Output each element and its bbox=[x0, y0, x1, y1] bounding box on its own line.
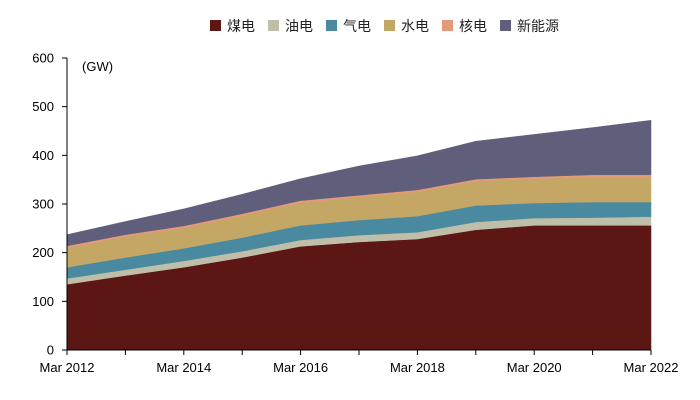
y-tick-label: 500 bbox=[32, 99, 54, 114]
legend-swatch bbox=[210, 20, 221, 31]
legend-swatch bbox=[268, 20, 279, 31]
legend-label: 煤电 bbox=[227, 19, 255, 35]
x-tick-label: Mar 2022 bbox=[624, 360, 679, 375]
legend-item-3: 水电 bbox=[384, 19, 429, 35]
legend-item-1: 油电 bbox=[268, 19, 313, 35]
legend-item-0: 煤电 bbox=[210, 19, 255, 35]
legend-label: 气电 bbox=[343, 19, 371, 35]
x-tick-label: Mar 2020 bbox=[507, 360, 562, 375]
y-tick-label: 400 bbox=[32, 148, 54, 163]
legend-label: 油电 bbox=[285, 19, 313, 35]
x-tick-label: Mar 2016 bbox=[273, 360, 328, 375]
x-tick-label: Mar 2018 bbox=[390, 360, 445, 375]
legend-swatch bbox=[384, 20, 395, 31]
y-tick-label: 200 bbox=[32, 245, 54, 260]
legend-item-5: 新能源 bbox=[500, 19, 559, 35]
y-tick-label: 300 bbox=[32, 197, 54, 212]
series-areas bbox=[66, 120, 652, 351]
legend-label: 新能源 bbox=[517, 19, 559, 35]
y-tick-label: 100 bbox=[32, 294, 54, 309]
legend-swatch bbox=[442, 20, 453, 31]
legend-item-2: 气电 bbox=[326, 19, 371, 35]
legend-label: 水电 bbox=[401, 19, 429, 35]
y-tick-label: 0 bbox=[47, 343, 54, 358]
y-tick-label: 600 bbox=[32, 51, 54, 66]
y-unit-label: (GW) bbox=[82, 59, 113, 74]
chart-legend: 煤电 油电 气电 水电 核电 新能源 bbox=[210, 19, 559, 35]
legend-label: 核电 bbox=[459, 19, 487, 35]
chart-axes: 0 100 200 300 400 500 600 Mar 2012 Mar 2014 Mar 2… bbox=[32, 51, 678, 376]
x-tick-label: Mar 2014 bbox=[156, 360, 211, 375]
legend-item-4: 核电 bbox=[442, 19, 487, 35]
legend-swatch bbox=[326, 20, 337, 31]
area-5 bbox=[66, 120, 652, 247]
x-tick-label: Mar 2012 bbox=[40, 360, 95, 375]
legend-swatch bbox=[500, 20, 511, 31]
